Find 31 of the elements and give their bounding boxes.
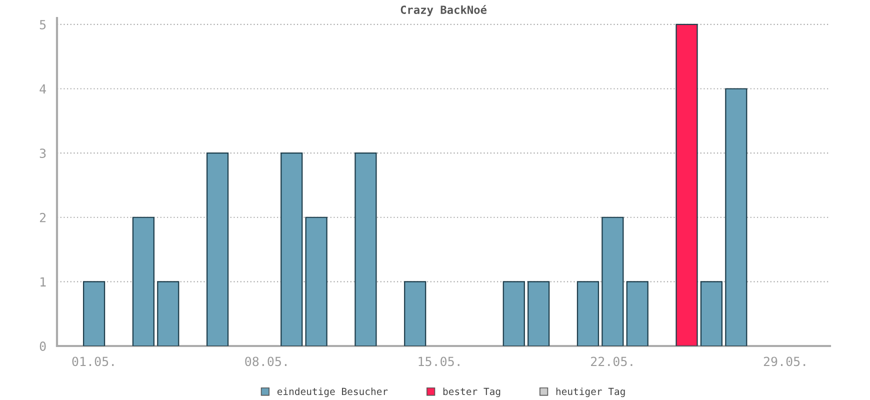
x-tick-label: 22.05. [591, 356, 632, 366]
bar [305, 216, 328, 346]
bar [157, 281, 180, 346]
chart-title: Crazy BackNoé [400, 4, 487, 16]
bar [132, 216, 154, 346]
bar [700, 281, 723, 346]
legend-label: bester Tag [443, 388, 500, 398]
y-tick-label: 3 [40, 148, 46, 158]
y-tick-label: 1 [40, 277, 46, 286]
x-tick-label: 01.05. [72, 356, 114, 366]
bar [280, 152, 303, 346]
legend-label: eindeutige Besucher [277, 388, 388, 398]
bar [626, 281, 648, 346]
y-tick-label: 0 [40, 342, 46, 351]
bar [528, 281, 550, 346]
bar [404, 281, 426, 346]
bar [576, 281, 600, 346]
bar [725, 88, 748, 346]
bar [502, 281, 525, 346]
x-tick-label: 08.05. [245, 356, 286, 366]
y-tick-label: 4 [40, 84, 46, 94]
y-tick-label: 5 [40, 20, 46, 30]
x-tick-label: 15.05. [418, 356, 460, 366]
bar [676, 24, 698, 346]
legend-label: heutiger Tag [556, 388, 625, 398]
bar [82, 281, 106, 346]
bar [206, 152, 229, 346]
bar [602, 216, 624, 346]
y-tick-label: 2 [40, 212, 46, 222]
x-tick-label: 29.05. [764, 356, 806, 366]
bar [354, 152, 377, 346]
